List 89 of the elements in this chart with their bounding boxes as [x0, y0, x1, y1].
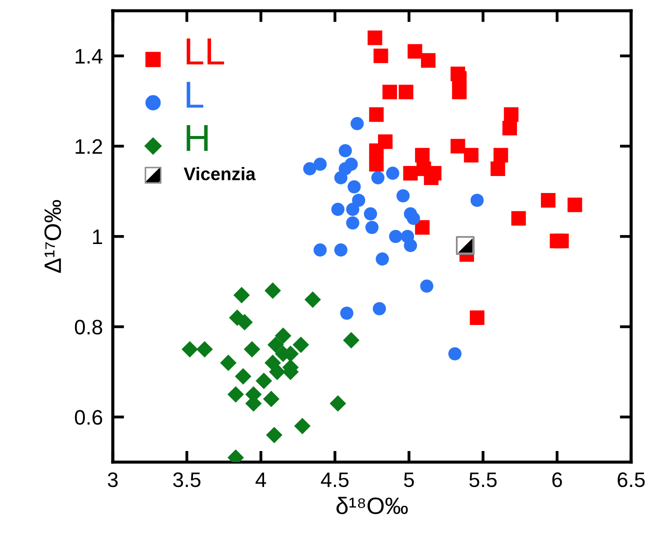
point	[374, 48, 388, 64]
point	[346, 202, 360, 216]
point	[334, 171, 348, 184]
point	[502, 120, 517, 136]
x-tick-label: 4.5	[320, 472, 349, 488]
point	[420, 53, 436, 68]
point	[350, 117, 364, 130]
point	[294, 418, 311, 434]
point	[504, 107, 518, 122]
point	[331, 202, 344, 216]
point	[338, 144, 352, 158]
point	[264, 282, 281, 299]
point	[415, 220, 430, 235]
point	[304, 291, 321, 308]
point	[371, 171, 384, 184]
point	[234, 368, 252, 385]
point	[263, 390, 280, 408]
point	[369, 107, 384, 122]
point	[196, 341, 213, 358]
point	[274, 328, 292, 344]
point	[267, 336, 284, 353]
x-tick-label: 6.5	[618, 472, 645, 488]
point	[244, 341, 260, 358]
point	[330, 395, 346, 412]
point	[450, 138, 466, 154]
point	[268, 364, 286, 380]
point	[352, 194, 366, 207]
point	[396, 189, 410, 202]
y-tick-label: 1.2	[76, 139, 102, 154]
y-tick-label: 1	[93, 230, 102, 244]
point	[365, 220, 379, 234]
point	[470, 310, 484, 325]
point	[398, 84, 414, 100]
point	[448, 347, 462, 360]
point	[511, 211, 526, 226]
legend-label: L	[186, 82, 204, 108]
point	[364, 207, 378, 220]
y-tick-label: 1.4	[76, 49, 102, 64]
point	[369, 143, 384, 158]
point	[376, 252, 389, 266]
point	[568, 198, 582, 212]
point	[386, 166, 400, 180]
point	[452, 71, 467, 86]
point	[292, 336, 310, 353]
point	[540, 193, 556, 208]
point	[408, 44, 422, 59]
legend-label: LL	[186, 38, 224, 64]
point	[343, 332, 360, 348]
legend-label: Vicenzia	[184, 167, 256, 180]
point	[464, 148, 478, 162]
point	[346, 216, 360, 230]
point	[266, 426, 282, 444]
point	[420, 280, 434, 293]
x-tick-label: 5.5	[469, 472, 497, 488]
point	[220, 354, 237, 372]
point	[314, 243, 327, 257]
point	[228, 386, 244, 403]
point	[415, 148, 430, 162]
point	[256, 372, 272, 390]
point	[389, 230, 402, 244]
point	[470, 194, 484, 207]
point	[554, 234, 569, 248]
point	[490, 161, 506, 176]
point	[404, 238, 418, 252]
point	[334, 243, 348, 257]
y-tick-label: 0.6	[74, 410, 102, 425]
legend-label: H	[186, 125, 208, 151]
point	[406, 212, 420, 225]
point	[369, 156, 384, 172]
x-tick-label: 3	[108, 472, 118, 488]
y-tick-label: 0.8	[74, 320, 102, 334]
point	[494, 148, 508, 162]
point	[303, 162, 316, 176]
point	[382, 84, 398, 100]
point	[368, 30, 382, 46]
point	[403, 166, 418, 181]
point	[452, 84, 467, 100]
point	[314, 158, 327, 171]
x-axis-title: δ¹⁸O‰	[336, 496, 408, 514]
y-axis-title: Δ¹⁷O‰	[44, 200, 62, 273]
x-tick-label: 5	[404, 472, 414, 488]
point	[182, 341, 198, 358]
point	[348, 180, 361, 194]
x-tick-label: 3.5	[173, 472, 200, 488]
x-tick-label: 6	[552, 472, 562, 488]
point	[233, 286, 250, 304]
x-tick-label: 4	[256, 472, 266, 487]
point	[340, 306, 354, 320]
point	[372, 302, 386, 316]
